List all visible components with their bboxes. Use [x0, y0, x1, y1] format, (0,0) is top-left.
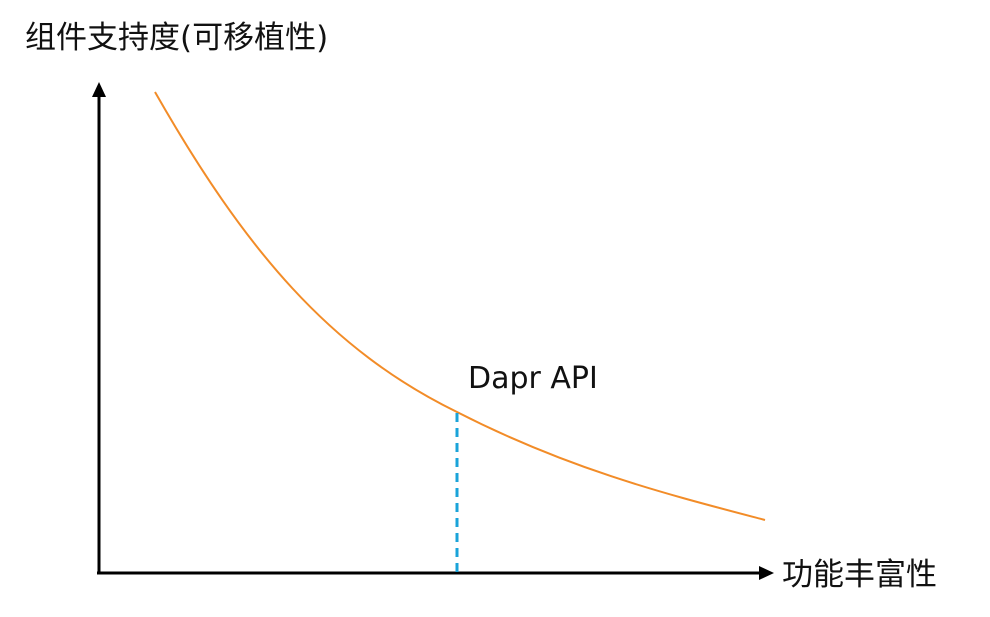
x-axis-label: 功能丰富性 — [782, 557, 937, 593]
y-axis-arrow-icon — [92, 82, 106, 97]
dapr-api-label: Dapr API — [468, 361, 598, 396]
tradeoff-curve — [154, 91, 766, 521]
x-axis-arrow-icon — [759, 566, 774, 580]
y-axis-label: 组件支持度(可移植性) — [25, 20, 328, 56]
